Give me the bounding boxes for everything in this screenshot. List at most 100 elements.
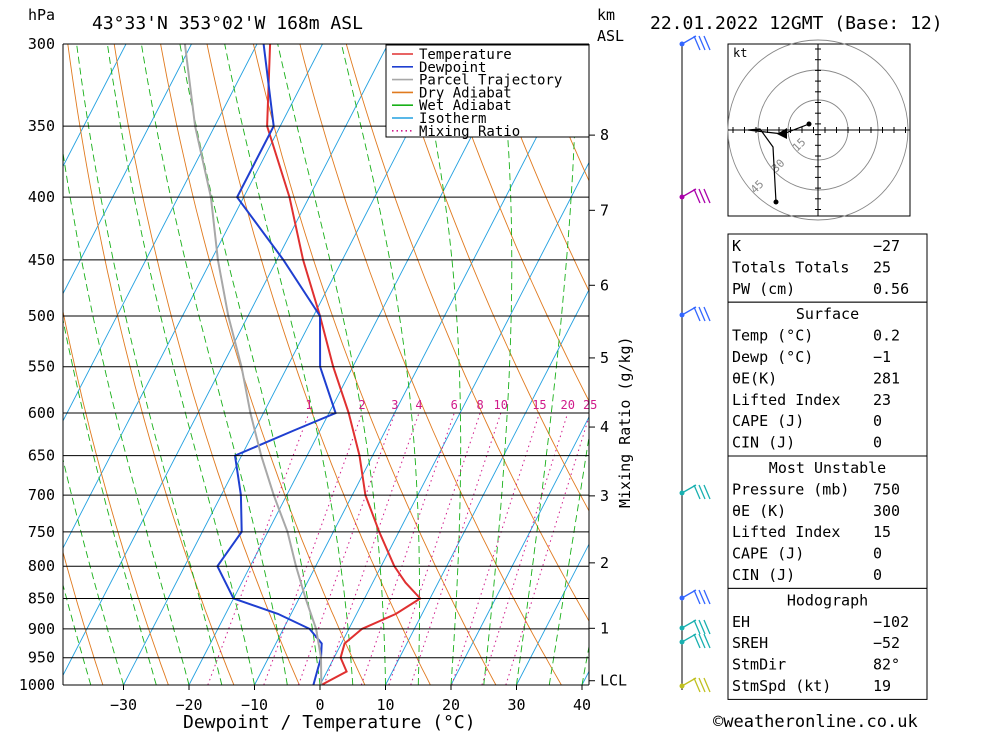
x-tick-label: 20 xyxy=(442,696,460,714)
km-tick-label: 5 xyxy=(600,349,609,367)
pressure-tick-label: 600 xyxy=(28,404,55,422)
legend-label: Dry Adiabat xyxy=(419,85,512,101)
storm-motion-marker xyxy=(777,128,787,139)
isotherm-line xyxy=(385,288,589,685)
hodograph-point xyxy=(773,199,779,205)
table-row-label: Dewp (°C) xyxy=(732,348,813,366)
wind-barb xyxy=(681,633,711,649)
pressure-tick-label: 850 xyxy=(28,589,55,607)
isotherm-line xyxy=(516,543,589,685)
x-tick-label: −20 xyxy=(175,696,202,714)
mixing-ratio-line xyxy=(505,415,589,685)
datetime-title: 22.01.2022 12GMT (Base: 12) xyxy=(650,13,943,34)
dry-adiabat-line xyxy=(950,44,1000,685)
table-row-value: 82° xyxy=(873,656,900,674)
mixing-ratio-line xyxy=(360,412,455,685)
km-tick-label: 1 xyxy=(600,619,609,637)
mixing-ratio-line xyxy=(207,412,310,685)
wet-adiabat-line xyxy=(340,44,421,685)
table-row-label: SREH xyxy=(732,634,768,652)
isotherm-line xyxy=(63,44,192,295)
isotherm-line xyxy=(63,44,323,550)
isotherm-line xyxy=(63,44,127,168)
table-row-value: −1 xyxy=(873,348,891,366)
table-row-label: Pressure (mb) xyxy=(732,480,849,498)
x-tick-label: 0 xyxy=(315,696,324,714)
km-tick-label: 6 xyxy=(600,276,609,294)
km-tick-label: LCL xyxy=(600,672,627,690)
table-row-label: PW (cm) xyxy=(732,280,795,298)
hodograph-point xyxy=(806,121,812,127)
hodograph-unit-label: kt xyxy=(733,46,747,60)
table-row-value: 281 xyxy=(873,369,900,387)
dry-adiabat-line xyxy=(67,44,235,685)
table-row-label: K xyxy=(732,237,741,255)
mixing-ratio-line xyxy=(388,412,481,685)
table-row-label: CAPE (J) xyxy=(732,412,804,430)
pressure-tick-label: 550 xyxy=(28,358,55,376)
dewpoint-line xyxy=(216,44,337,685)
wind-barb xyxy=(681,188,711,204)
pressure-tick-label: 300 xyxy=(28,35,55,53)
pressure-unit-label: hPa xyxy=(28,6,55,24)
legend-label: Isotherm xyxy=(419,111,486,127)
wet-adiabat-line xyxy=(483,44,513,685)
table-row-value: 300 xyxy=(873,502,900,520)
x-tick-label: −30 xyxy=(110,696,137,714)
table-row-value: 15 xyxy=(873,523,891,541)
isotherm-line xyxy=(450,415,589,685)
legend-label: Temperature xyxy=(419,47,512,63)
wind-barb xyxy=(681,35,711,51)
dry-adiabat-line xyxy=(392,44,589,512)
table-row-value: 0 xyxy=(873,545,882,563)
isotherm-line xyxy=(254,44,585,685)
pressure-tick-label: 1000 xyxy=(19,676,55,694)
sounding-lines xyxy=(183,44,422,685)
pressure-tick-label: 900 xyxy=(28,620,55,638)
isotherm-line xyxy=(188,44,520,685)
pressure-tick-label: 800 xyxy=(28,557,55,575)
dry-adiabat-line xyxy=(345,44,589,622)
table-row-value: 0 xyxy=(873,566,882,584)
mixing-ratio-label: 2 xyxy=(358,398,365,412)
pressure-tick-label: 500 xyxy=(28,307,55,325)
wet-adiabat-line xyxy=(516,44,578,685)
table-row-label: Totals Totals xyxy=(732,258,849,276)
mixing-ratio-label: 4 xyxy=(415,398,422,412)
unstable-box xyxy=(727,455,928,589)
table-row-label: EH xyxy=(732,613,750,631)
axes: 1 2 3 4 6 8 10 15 20 2530035040045050055060065070… xyxy=(19,35,627,714)
dry-adiabat-line xyxy=(485,44,589,293)
table-row-value: 23 xyxy=(873,391,891,409)
dry-adiabat-line xyxy=(160,44,366,685)
dry-adiabat-line xyxy=(996,44,1000,685)
isotherm-line xyxy=(123,44,454,685)
x-tick-label: 30 xyxy=(507,696,525,714)
wind-barb xyxy=(681,619,711,635)
legend-label: Mixing Ratio xyxy=(419,124,520,140)
table-row-value: 0.2 xyxy=(873,327,900,345)
table-row-value: −27 xyxy=(873,237,900,255)
table-title: Hodograph xyxy=(787,591,868,609)
table-row-value: −52 xyxy=(873,634,900,652)
pressure-tick-label: 650 xyxy=(28,447,55,465)
km-tick-label: 7 xyxy=(600,201,609,219)
indices-box xyxy=(727,233,928,303)
pressure-tick-label: 350 xyxy=(28,117,55,135)
mixing-ratio-label: 3 xyxy=(391,398,398,412)
table-row-value: 0 xyxy=(873,434,882,452)
dry-adiabat-line xyxy=(438,44,589,402)
mixing-ratio-label: 15 xyxy=(532,398,546,412)
wet-adiabat-line xyxy=(179,44,321,685)
legend-label: Wet Adiabat xyxy=(419,98,512,114)
x-tick-label: −10 xyxy=(241,696,268,714)
mixing-ratio-label: 6 xyxy=(451,398,458,412)
surface-box xyxy=(727,301,928,457)
pressure-tick-label: 400 xyxy=(28,188,55,206)
mixing-ratio-label: 8 xyxy=(477,398,484,412)
km-tick-label: 4 xyxy=(600,418,609,436)
x-tick-label: 10 xyxy=(376,696,394,714)
km-tick-label: 8 xyxy=(600,126,609,144)
